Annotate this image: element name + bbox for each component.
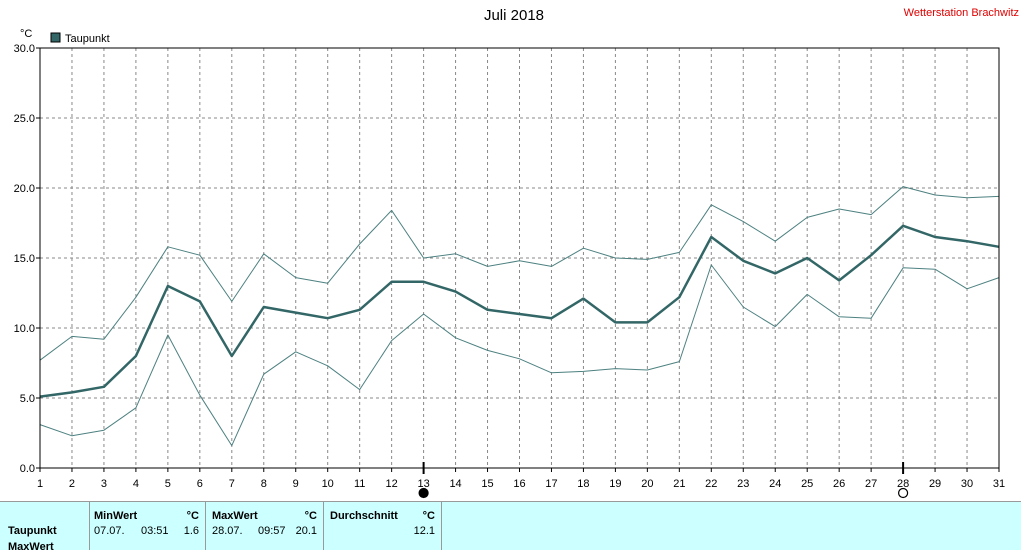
min-marker-icon [418, 487, 429, 499]
legend-label: Taupunkt [65, 33, 110, 45]
plot-frame [39, 47, 1000, 469]
row-label-taupunkt: Taupunkt [8, 525, 57, 537]
y-unit-label: °C [20, 28, 32, 40]
x-tick-label: 16 [513, 478, 525, 490]
min-time: 03:51 [141, 525, 169, 537]
y-tick-label: 5.0 [20, 393, 35, 405]
station-name: Wetterstation Brachwitz [904, 7, 1019, 19]
min-unit: °C [186, 510, 199, 522]
y-tick-label: 15.0 [14, 253, 35, 265]
x-tick-label: 29 [929, 478, 941, 490]
min-header: MinWert [94, 510, 138, 522]
dewpoint-chart: Juli 2018 Wetterstation Brachwitz °C Tau… [14, 7, 1019, 499]
series-lines [39, 186, 1000, 447]
x-tick-label: 17 [545, 478, 557, 490]
y-tick-label: 30.0 [14, 43, 35, 55]
x-tick-label: 20 [641, 478, 653, 490]
x-tick-label: 19 [609, 478, 621, 490]
x-tick-label: 15 [481, 478, 493, 490]
max-time: 09:57 [258, 525, 286, 537]
x-tick-label: 8 [261, 478, 267, 490]
x-tick-label: 18 [577, 478, 589, 490]
x-tick-label: 9 [293, 478, 299, 490]
x-tick-label: 27 [865, 478, 877, 490]
x-tick-label: 4 [133, 478, 139, 490]
x-tick-label: 5 [165, 478, 171, 490]
series-line-max [39, 186, 1000, 361]
series-line-min [39, 264, 1000, 447]
chart-title: Juli 2018 [484, 7, 544, 24]
y-tick-label: 20.0 [14, 183, 35, 195]
legend-swatch [50, 32, 61, 43]
max-header: MaxWert [212, 510, 258, 522]
stats-avg-cell: Durchschnitt °C 12.1 [324, 502, 442, 550]
x-tick-label: 13 [417, 478, 429, 490]
x-tick-label: 25 [801, 478, 813, 490]
min-date: 07.07. [94, 525, 125, 537]
x-tick-label: 3 [101, 478, 107, 490]
max-marker-icon [897, 487, 909, 499]
x-tick-label: 22 [705, 478, 717, 490]
series-line-mean [39, 224, 1000, 398]
min-value: 1.6 [183, 525, 199, 537]
x-tick-label: 1 [37, 478, 43, 490]
x-tick-label: 2 [69, 478, 75, 490]
y-tick-label: 0.0 [20, 463, 35, 475]
x-tick-label: 11 [354, 478, 365, 490]
stats-max-cell: MaxWert °C 28.07. 09:57 20.1 [206, 502, 324, 550]
stats-panel: Taupunkt MaxWert MinWert °C 07.07. 03:51… [0, 501, 1021, 550]
avg-unit: °C [422, 510, 435, 522]
x-tick-label: 24 [769, 478, 781, 490]
x-tick-label: 21 [673, 478, 685, 490]
axes: 0.05.010.015.020.025.030.01 2 3 4 5 6 7 8 9 10 11 1… [14, 43, 1005, 499]
x-tick-label: 31 [993, 478, 1005, 490]
x-tick-label: 26 [833, 478, 845, 490]
row-label-maxwert: MaxWert [8, 541, 54, 550]
x-tick-label: 14 [449, 478, 461, 490]
avg-value: 12.1 [413, 525, 435, 537]
x-tick-label: 30 [961, 478, 973, 490]
stats-row-labels: Taupunkt MaxWert [0, 502, 90, 550]
grid [40, 47, 999, 469]
x-tick-label: 7 [229, 478, 235, 490]
x-tick-label: 23 [737, 478, 749, 490]
x-tick-label: 6 [197, 478, 203, 490]
x-tick-label: 28 [897, 478, 909, 490]
y-tick-label: 10.0 [14, 323, 35, 335]
x-tick-label: 12 [386, 478, 398, 490]
avg-header: Durchschnitt [330, 510, 398, 522]
max-value: 20.1 [295, 525, 317, 537]
max-date: 28.07. [212, 525, 243, 537]
stats-min-cell: MinWert °C 07.07. 03:51 1.6 [89, 502, 206, 550]
max-unit: °C [304, 510, 317, 522]
x-tick-label: 10 [322, 478, 334, 490]
y-tick-label: 25.0 [14, 113, 35, 125]
